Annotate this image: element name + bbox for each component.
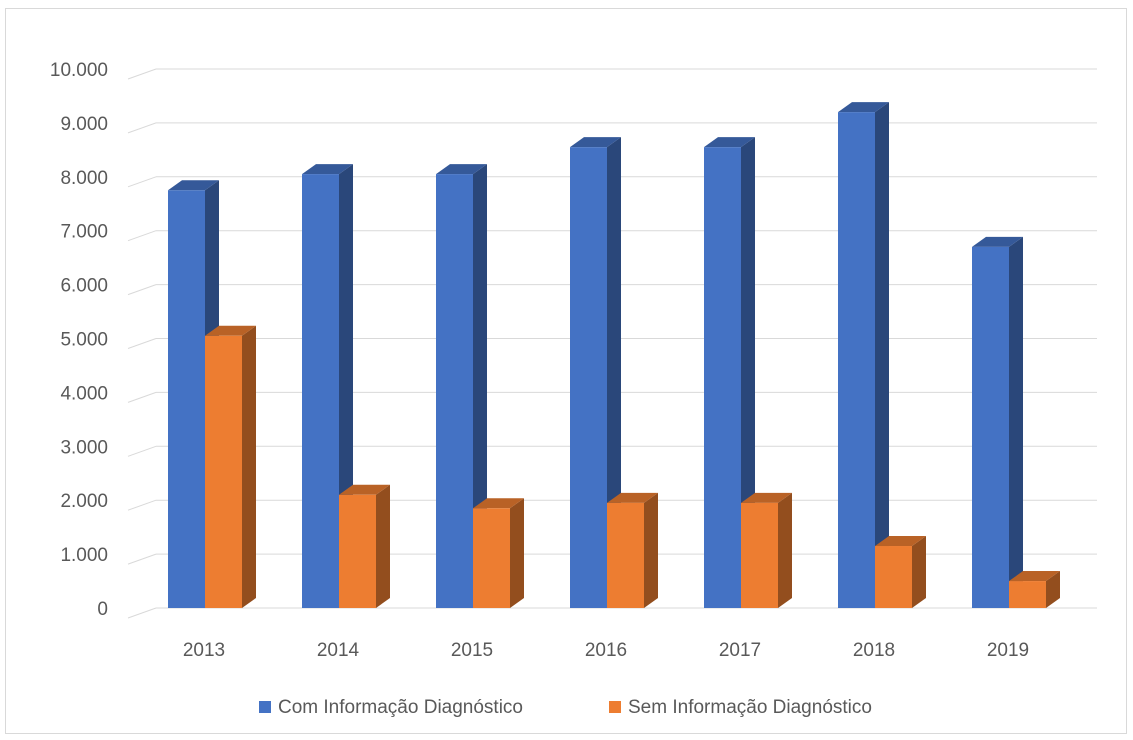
bar: [302, 164, 353, 609]
gridline-diagonal: [127, 338, 157, 349]
y-tick-label: 5.000: [60, 330, 108, 351]
x-tick-label: 2015: [451, 640, 493, 661]
bar-front: [168, 190, 205, 608]
y-tick-label: 2.000: [60, 491, 108, 512]
gridline-diagonal: [127, 122, 157, 134]
bar-side: [510, 498, 524, 608]
x-tick-label: 2018: [853, 640, 895, 661]
y-tick-label: 3.000: [60, 437, 108, 458]
bar-side: [1009, 236, 1023, 608]
bar-top: [302, 164, 353, 175]
gridline-diagonal: [127, 391, 157, 403]
bar-front: [1009, 581, 1046, 608]
y-axis: 0 1.000 2.000 3.000 4.000 5.000 6.000 7.000 8.00…: [50, 60, 108, 620]
y-tick-label: 10.000: [50, 60, 108, 81]
bar-front: [972, 246, 1009, 608]
y-tick-label: 7.000: [60, 222, 108, 243]
bar-side: [644, 492, 658, 608]
bar-front: [473, 508, 510, 608]
bar-side: [912, 536, 926, 608]
bar-front: [607, 502, 644, 608]
bar-top: [875, 536, 926, 547]
y-tick-label: 8.000: [60, 168, 108, 189]
y-tick-label: 6.000: [60, 276, 108, 297]
bar-top: [168, 180, 219, 191]
x-tick-label: 2016: [585, 640, 627, 661]
bar: [570, 137, 621, 608]
bar-side: [741, 137, 755, 608]
bar-top: [972, 236, 1023, 247]
y-tick-label: 0: [97, 599, 108, 620]
y-tick-label: 1.000: [60, 545, 108, 566]
bar: [607, 492, 658, 608]
legend-swatch: [259, 701, 271, 713]
bar-side: [607, 137, 621, 608]
bars: [168, 102, 1060, 609]
bar-front: [436, 174, 473, 609]
bar-side: [1046, 571, 1060, 608]
bar-top: [704, 137, 755, 148]
bar-top: [570, 137, 621, 148]
bar: [473, 498, 524, 608]
bar: [875, 536, 926, 608]
bar: [436, 164, 487, 609]
bar-front: [570, 147, 607, 608]
bar: [972, 236, 1023, 608]
bar-front: [205, 335, 242, 608]
bar: [339, 484, 390, 608]
x-tick-label: 2017: [719, 640, 761, 661]
bar-top: [473, 498, 524, 509]
gridline-diagonal: [127, 553, 157, 565]
bar-side: [473, 164, 487, 609]
gridline-diagonal: [127, 68, 157, 80]
legend: Com Informação Diagnóstico Sem Informação…: [259, 697, 872, 718]
bar-side: [875, 102, 889, 609]
bar-top: [741, 492, 792, 503]
gridline-diagonal: [127, 445, 157, 457]
gridline-diagonal: [127, 230, 157, 242]
bar: [741, 492, 792, 608]
bar-top: [838, 102, 889, 113]
bar: [205, 325, 256, 608]
legend-label: Com Informação Diagnóstico: [278, 697, 523, 718]
x-tick-label: 2013: [183, 640, 225, 661]
bar-side: [242, 325, 256, 608]
legend-label: Sem Informação Diagnóstico: [628, 697, 872, 718]
gridline-diagonal: [127, 284, 157, 296]
bar-top: [1009, 571, 1060, 582]
bar-front: [741, 502, 778, 608]
legend-swatch: [609, 701, 621, 713]
bar-front: [302, 174, 339, 609]
bar: [838, 102, 889, 609]
bar-top: [436, 164, 487, 175]
y-tick-label: 4.000: [60, 383, 108, 404]
bar-front: [875, 546, 912, 608]
bar-top: [205, 325, 256, 336]
x-axis: 2013 2014 2015 2016 2017 2018 2019: [183, 640, 1029, 661]
bar-side: [778, 492, 792, 608]
bar-top: [607, 492, 658, 503]
bar-top: [339, 484, 390, 495]
y-tick-label: 9.000: [60, 114, 108, 135]
x-tick-label: 2014: [317, 640, 360, 661]
x-tick-label: 2019: [987, 640, 1029, 661]
bar-side: [376, 484, 390, 608]
bar: [704, 137, 755, 608]
gridline-diagonal: [127, 607, 157, 619]
bar: [1009, 571, 1060, 608]
gridline-diagonal: [127, 499, 157, 511]
bar-front: [704, 147, 741, 608]
bar-front: [838, 112, 875, 609]
bar-front: [339, 494, 376, 608]
gridline-diagonal: [127, 176, 157, 188]
